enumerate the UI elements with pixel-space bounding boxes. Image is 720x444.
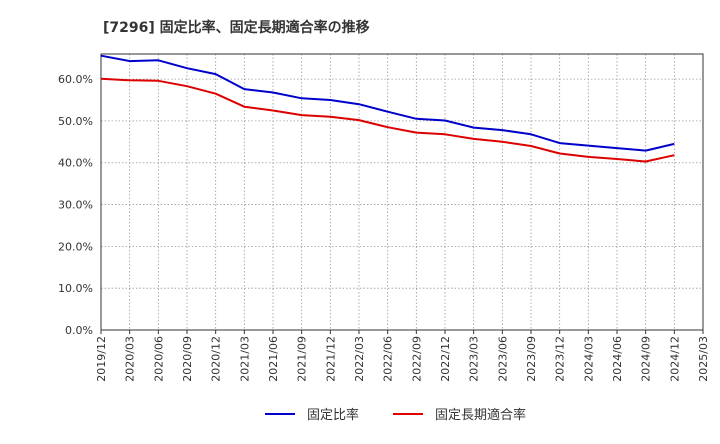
x-tick-label: 2022/03 bbox=[353, 336, 366, 382]
legend-label-2: 固定長期適合率 bbox=[435, 407, 526, 423]
series-line-2 bbox=[100, 77, 675, 163]
chart-title: [7296] 固定比率、固定長期適合率の推移 bbox=[103, 19, 370, 36]
x-tick-label: 2021/03 bbox=[238, 336, 251, 382]
x-tick-label: 2024/12 bbox=[668, 336, 681, 382]
x-tick-label: 2022/09 bbox=[410, 336, 423, 382]
x-tick-label: 2025/03 bbox=[697, 336, 710, 382]
legend-label-1: 固定比率 bbox=[307, 407, 359, 423]
x-tick-label: 2024/03 bbox=[582, 336, 595, 382]
x-tick-label: 2023/09 bbox=[525, 336, 538, 382]
series-line-1 bbox=[100, 54, 675, 152]
x-tick-label: 2024/06 bbox=[611, 336, 624, 382]
legend: 固定比率 固定長期適合率 bbox=[265, 407, 526, 423]
x-tick-label: 2022/12 bbox=[439, 336, 452, 382]
x-tick-label: 2021/06 bbox=[267, 336, 280, 382]
y-tick-label: 20.0% bbox=[58, 240, 93, 253]
x-tick-label: 2023/06 bbox=[496, 336, 509, 382]
y-tick-label: 10.0% bbox=[58, 282, 93, 295]
x-tick-label: 2020/12 bbox=[210, 336, 223, 382]
x-tick-label: 2021/12 bbox=[324, 336, 337, 382]
x-tick-label: 2023/12 bbox=[554, 336, 567, 382]
series-lines bbox=[100, 54, 675, 163]
y-tick-label: 40.0% bbox=[58, 157, 93, 170]
x-tick-label: 2021/09 bbox=[296, 336, 309, 382]
x-tick-label: 2019/12 bbox=[95, 336, 108, 382]
x-tick-label: 2024/09 bbox=[640, 336, 653, 382]
plot-frame bbox=[100, 53, 704, 331]
x-tick-label: 2023/03 bbox=[468, 336, 481, 382]
axes: 0.0% 10.0% 20.0% 30.0% 40.0% 50.0% 60.0% 2019/1… bbox=[58, 53, 710, 382]
x-tick-label: 2020/03 bbox=[124, 336, 137, 382]
x-tick-label: 2020/06 bbox=[152, 336, 165, 382]
y-tick-label: 30.0% bbox=[58, 199, 93, 212]
y-tick-label: 60.0% bbox=[58, 73, 93, 86]
x-tick-label: 2020/09 bbox=[181, 336, 194, 382]
plot-area bbox=[101, 54, 703, 330]
grid-lines bbox=[101, 54, 703, 330]
y-tick-label: 0.0% bbox=[65, 324, 93, 337]
y-tick-label: 50.0% bbox=[58, 115, 93, 128]
x-tick-label: 2022/06 bbox=[382, 336, 395, 382]
